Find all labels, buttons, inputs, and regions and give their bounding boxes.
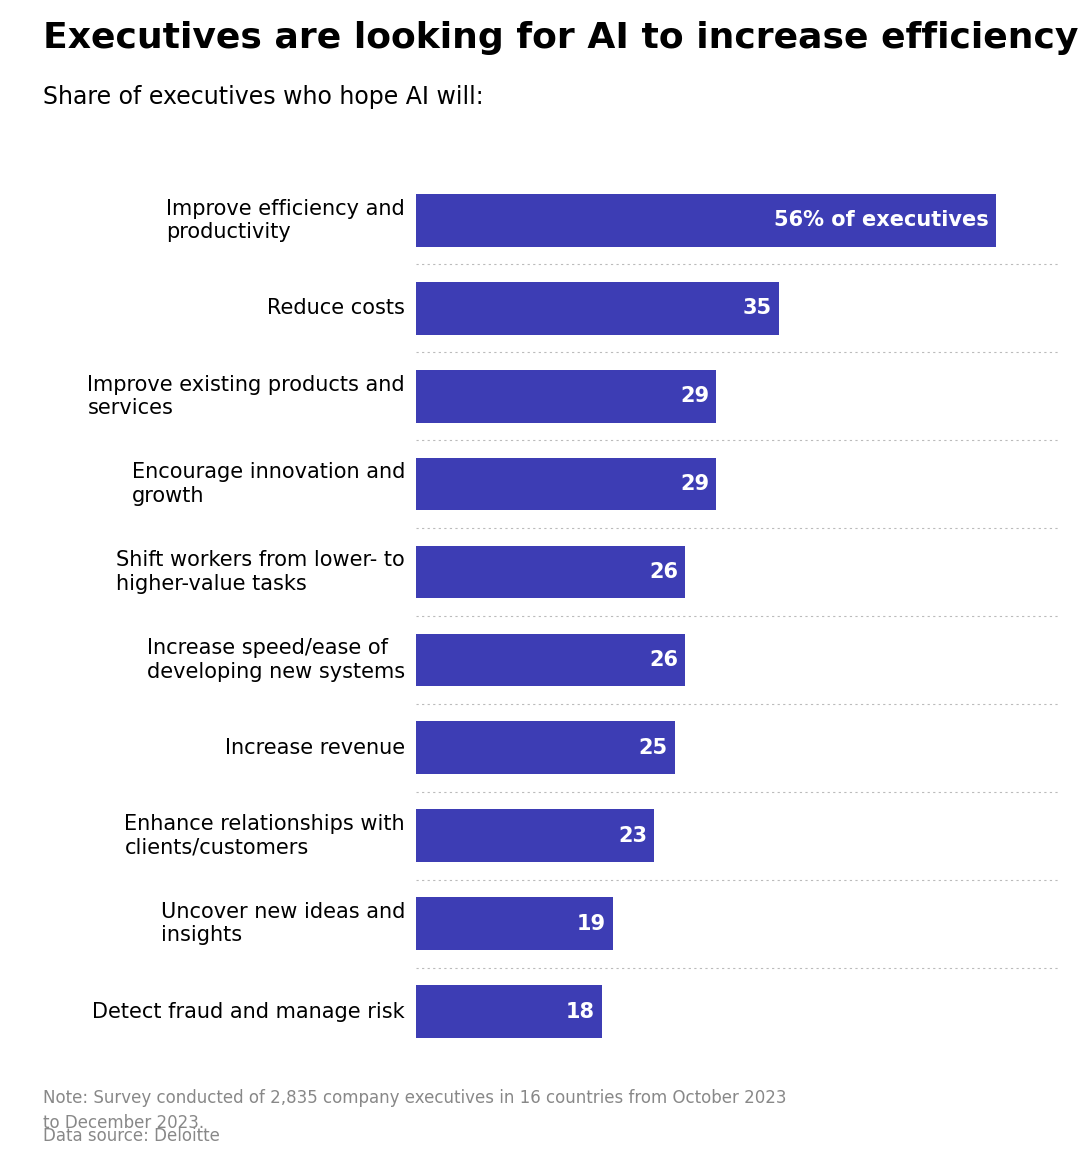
Text: 23: 23 [618,826,647,846]
Bar [416,985,603,1038]
Bar [416,545,686,598]
Text: 29: 29 [680,387,710,406]
Bar [416,458,716,510]
Bar [416,809,654,862]
Text: Increase speed/ease of
developing new systems: Increase speed/ease of developing new sy… [147,639,405,681]
Text: Increase revenue: Increase revenue [225,738,405,758]
Bar [416,194,996,246]
Text: 35: 35 [742,298,771,318]
Text: Detect fraud and manage risk: Detect fraud and manage risk [93,1002,405,1022]
Text: 25: 25 [638,738,667,758]
Bar [416,897,612,950]
Text: Enhance relationships with
clients/customers: Enhance relationships with clients/custo… [124,814,405,857]
Text: Share of executives who hope AI will:: Share of executives who hope AI will: [43,85,484,110]
Bar [416,281,779,335]
Text: 19: 19 [577,913,606,933]
Text: Improve existing products and
services: Improve existing products and services [87,375,405,418]
Text: 18: 18 [566,1002,595,1022]
Text: Data source: Deloitte: Data source: Deloitte [43,1127,220,1145]
Text: Encourage innovation and
growth: Encourage innovation and growth [132,463,405,506]
Text: Shift workers from lower- to
higher-value tasks: Shift workers from lower- to higher-valu… [117,550,405,593]
Bar [416,633,686,687]
Text: Note: Survey conducted of 2,835 company executives in 16 countries from October : Note: Survey conducted of 2,835 company … [43,1089,786,1132]
Text: 56% of executives: 56% of executives [774,210,989,230]
Bar [416,370,716,423]
Text: Improve efficiency and
productivity: Improve efficiency and productivity [166,199,405,242]
Text: Uncover new ideas and
insights: Uncover new ideas and insights [161,902,405,945]
Text: Executives are looking for AI to increase efficiency: Executives are looking for AI to increas… [43,21,1079,55]
Text: 26: 26 [649,649,678,670]
Text: 26: 26 [649,562,678,582]
Bar [416,722,675,774]
Text: Reduce costs: Reduce costs [267,298,405,318]
Text: 29: 29 [680,474,710,494]
